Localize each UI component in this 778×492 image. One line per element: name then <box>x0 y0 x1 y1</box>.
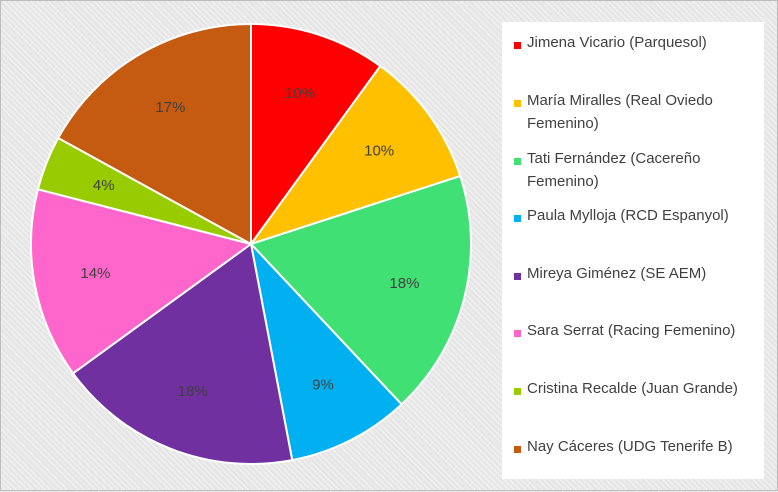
slice-data-label-3: 18% <box>389 275 419 292</box>
pie-slice-6 <box>30 188 254 375</box>
legend-label: Nay Cáceres (UDG Tenerife B) <box>527 438 733 455</box>
legend-label: Sara Serrat (Racing Femenino) <box>527 322 736 339</box>
legend-swatch <box>514 100 521 107</box>
legend-label: Cristina Recalde (Juan Grande) <box>527 380 738 397</box>
legend-item-8: Nay Cáceres (UDG Tenerife B) <box>514 438 762 458</box>
pie-plot-area: 10% 10% 18% 9% 18% 14% 4% 17% <box>30 22 472 465</box>
slice-data-label-1: 10% <box>285 85 315 102</box>
legend-item-3: Tati Fernández (Cacereño Femenino) <box>514 150 762 193</box>
legend-swatch <box>514 446 521 453</box>
slice-data-label-5: 18% <box>178 383 208 400</box>
legend-swatch <box>514 158 521 165</box>
legend-item-7: Cristina Recalde (Juan Grande) <box>514 380 762 400</box>
legend-swatch <box>514 42 521 49</box>
slice-data-label-8: 17% <box>155 99 185 116</box>
slice-data-label-6: 14% <box>80 265 110 282</box>
legend: Jimena Vicario (Parquesol) María Miralles… <box>502 22 764 479</box>
legend-swatch <box>514 388 521 395</box>
legend-item-6: Sara Serrat (Racing Femenino) <box>514 322 762 342</box>
pie-slice-2 <box>248 64 462 246</box>
legend-label: Paula Mylloja (RCD Espanyol) <box>527 207 729 224</box>
pie-slice-3 <box>249 174 472 406</box>
pie-slice-1 <box>250 22 382 248</box>
pie-slice-5 <box>71 242 294 465</box>
legend-label: María Miralles (Real Oviedo Femenino) <box>527 92 713 132</box>
slice-data-label-7: 4% <box>93 177 115 194</box>
legend-label: Mireya Giménez (SE AEM) <box>527 265 707 282</box>
legend-item-1: Jimena Vicario (Parquesol) <box>514 34 762 54</box>
slice-data-label-2: 10% <box>364 142 394 159</box>
pie-slice-8 <box>56 22 252 246</box>
legend-item-4: Paula Mylloja (RCD Espanyol) <box>514 207 762 227</box>
legend-swatch <box>514 215 521 222</box>
legend-item-5: Mireya Giménez (SE AEM) <box>514 265 762 285</box>
legend-swatch <box>514 273 521 280</box>
legend-swatch <box>514 330 521 337</box>
slice-data-label-4: 9% <box>312 377 334 394</box>
legend-label: Jimena Vicario (Parquesol) <box>527 34 707 51</box>
legend-label: Tati Fernández (Cacereño Femenino) <box>527 150 701 190</box>
pie-slice-4 <box>249 240 404 462</box>
legend-item-2: María Miralles (Real Oviedo Femenino) <box>514 92 762 135</box>
